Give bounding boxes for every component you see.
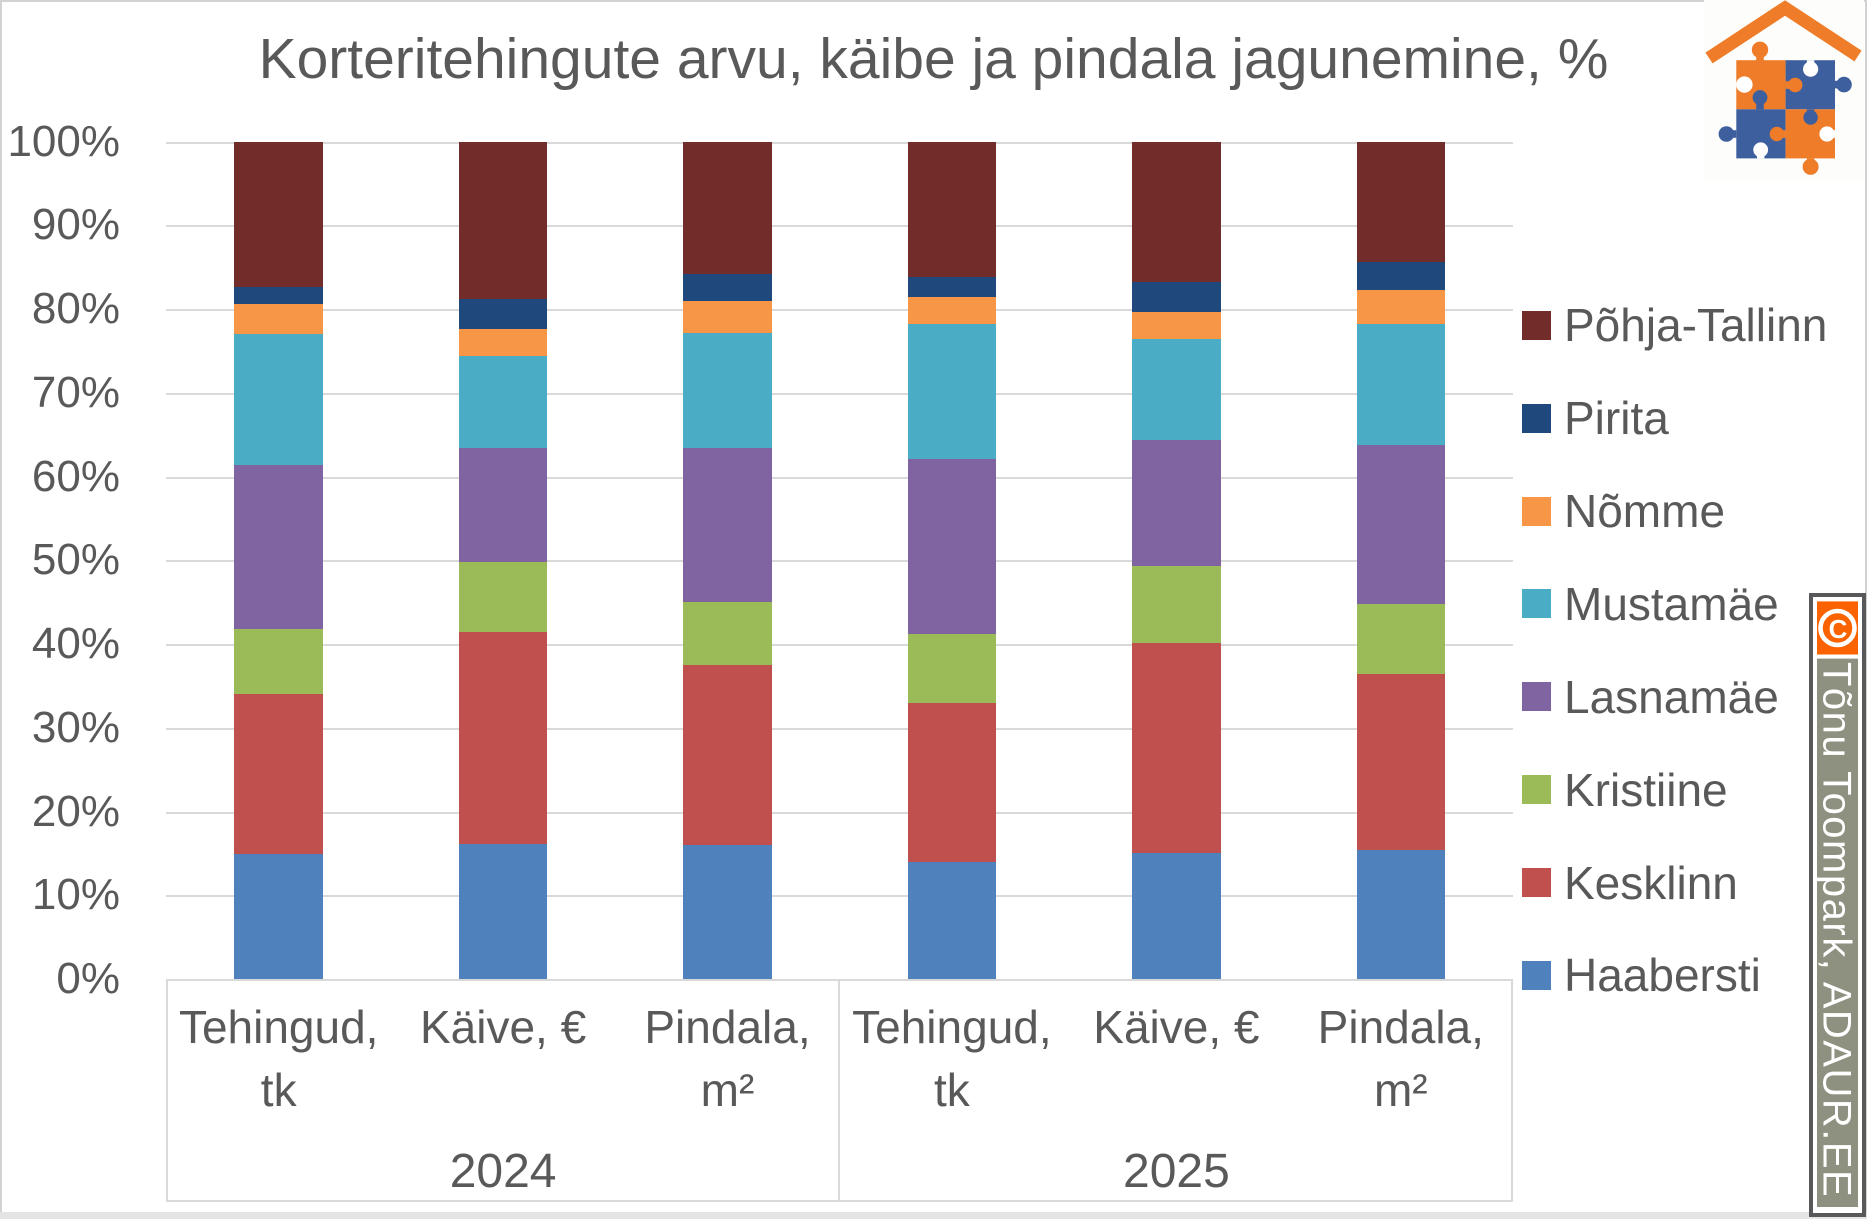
svg-text:C: C: [1829, 614, 1848, 644]
svg-text:Tõnu Toompark, ADAUR.EE: Tõnu Toompark, ADAUR.EE: [1815, 662, 1859, 1198]
